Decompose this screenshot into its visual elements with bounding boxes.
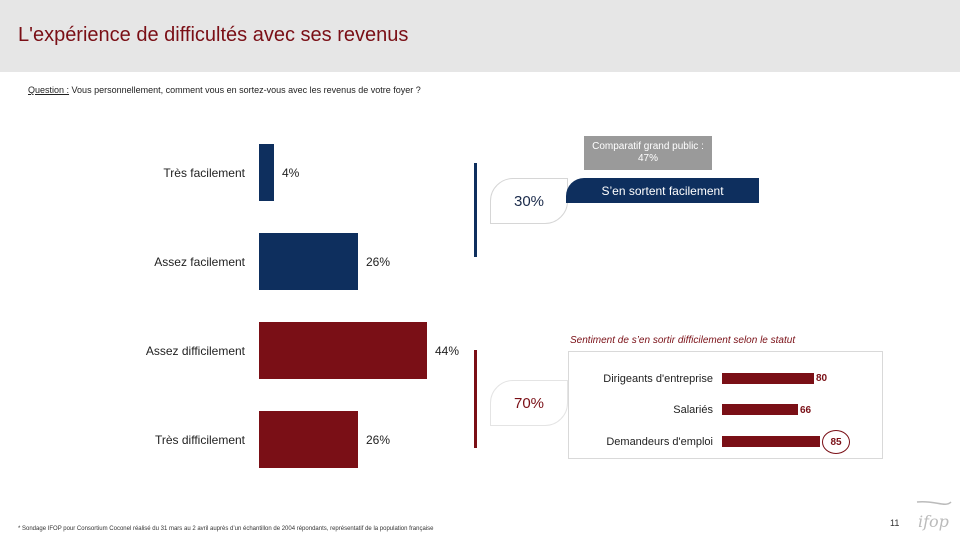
bar-tres-difficilement <box>259 411 358 468</box>
group-bracket-difficilement <box>474 350 477 448</box>
footnote: * Sondage IFOP pour Consortium Coconel r… <box>18 526 434 532</box>
statut-value: 80 <box>816 373 828 384</box>
statut-label: Dirigeants d'entreprise <box>603 373 713 385</box>
statut-bar <box>722 436 820 447</box>
statut-bar <box>722 404 798 415</box>
group-bracket-facilement <box>474 163 477 257</box>
comparison-callout: Comparatif grand public : 47% <box>584 136 712 170</box>
question-text: Vous personnellement, comment vous en so… <box>71 85 421 95</box>
logo-text: ifop <box>918 512 949 531</box>
bar-tres-facilement <box>259 144 274 201</box>
category-label: Très difficilement <box>154 433 245 447</box>
header-bar: L'expérience de difficultés avec ses rev… <box>0 0 960 72</box>
bar-value-label: 4% <box>282 166 300 180</box>
bar-assez-facilement <box>259 233 358 290</box>
bar-value-label: 44% <box>435 344 460 358</box>
statut-label: Demandeurs d'emploi <box>606 436 713 448</box>
category-label: Assez facilement <box>154 255 245 269</box>
bar-assez-difficilement <box>259 322 427 379</box>
statut-value-highlighted: 85 <box>822 430 850 454</box>
statut-value: 66 <box>800 405 812 416</box>
statut-chart-title: Sentiment de s’en sortir difficilement s… <box>570 335 796 346</box>
page-number: 11 <box>890 518 900 528</box>
statut-bar <box>722 373 814 384</box>
group-total-facilement: 30% <box>490 178 568 224</box>
page-title: L'expérience de difficultés avec ses rev… <box>18 24 409 46</box>
statut-label: Salariés <box>673 404 713 416</box>
group-total-difficilement: 70% <box>490 380 568 426</box>
category-label: Assez difficilement <box>145 344 245 358</box>
question-line: Question : Vous personnellement, comment… <box>28 85 421 95</box>
facilement-callout: S’en sortent facilement <box>566 178 759 203</box>
bar-value-label: 26% <box>366 255 391 269</box>
question-label: Question : <box>28 85 70 95</box>
bar-value-label: 26% <box>366 433 391 447</box>
ifop-logo-icon <box>916 500 952 505</box>
category-label: Très facilement <box>163 166 245 180</box>
